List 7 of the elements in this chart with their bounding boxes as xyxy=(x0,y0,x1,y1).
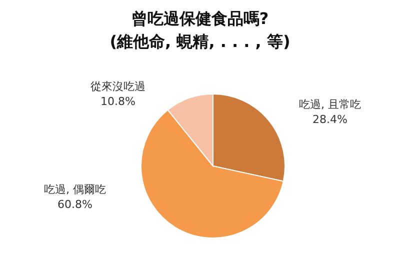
slice-label: 吃過, 偶爾吃 xyxy=(44,183,106,196)
slice-label: 吃過, 且常吃 xyxy=(299,98,361,111)
data-label: 60.8% xyxy=(58,198,92,211)
data-label: 28.4% xyxy=(312,113,348,126)
chart-title: 曾吃過保健食品嗎? (維他命, 蜆精, . . . , 等) xyxy=(110,9,290,51)
slice-label: 從來沒吃過 xyxy=(90,80,146,93)
data-label: 10.8% xyxy=(100,95,136,108)
